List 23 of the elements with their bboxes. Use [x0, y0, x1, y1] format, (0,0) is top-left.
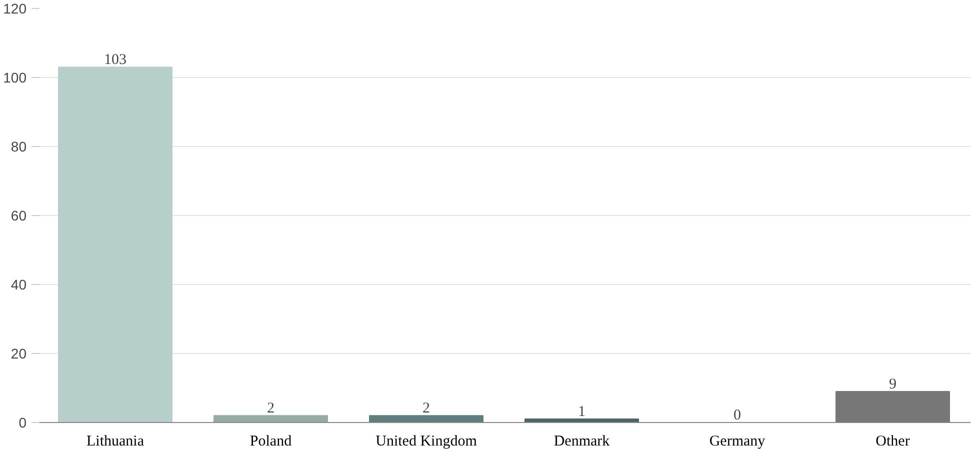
bar [368, 415, 484, 422]
bar [213, 415, 328, 422]
data-label: 1 [578, 404, 586, 420]
data-label: 0 [734, 408, 741, 424]
y-tick-label: 100 [3, 70, 27, 86]
y-tick-label: 120 [3, 0, 27, 16]
y-tick-label: 0 [18, 414, 27, 430]
y-tick-label: 80 [10, 138, 27, 154]
bar [835, 390, 950, 422]
data-label: 2 [422, 400, 430, 417]
y-tick-label: 20 [10, 346, 27, 362]
x-tick-label: Denmark [554, 434, 610, 450]
y-tick-label: 60 [10, 208, 27, 224]
data-label: 103 [104, 52, 126, 68]
data-label: 9 [889, 376, 896, 392]
bar [58, 66, 173, 422]
x-tick-label: Poland [250, 434, 292, 450]
y-tick-label: 40 [10, 276, 27, 292]
x-tick-label: Germany [709, 434, 766, 450]
x-tick-label: Other [876, 434, 910, 450]
x-tick-label: Lithuania [86, 434, 144, 450]
data-label: 2 [267, 400, 274, 417]
x-tick-label: United Kingdom [376, 434, 478, 450]
